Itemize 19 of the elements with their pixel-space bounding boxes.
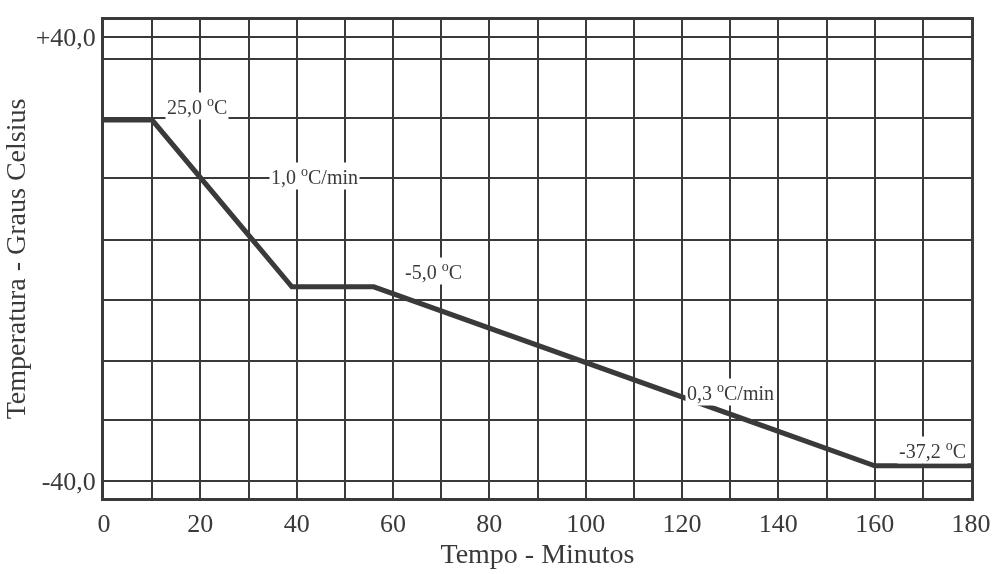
x-tick-label: 0	[97, 509, 111, 539]
annotation: 0,3 $^{o}$C/min	[687, 380, 775, 405]
annotation: 25,0 $^{o}$C	[167, 94, 228, 119]
x-tick-label: 180	[951, 509, 991, 539]
y-tick-label: -40,0	[41, 467, 96, 497]
x-tick-label: 20	[187, 509, 214, 539]
x-tick-label: 160	[855, 509, 895, 539]
annotation: -5,0 $^{o}$C	[405, 259, 463, 284]
x-axis-title: Tempo - Minutos	[440, 538, 635, 570]
x-tick-label: 40	[283, 509, 310, 539]
x-tick-label: 60	[380, 509, 406, 539]
x-tick-label: 120	[662, 509, 702, 539]
x-tick-label: 140	[758, 509, 798, 539]
x-tick-label: 100	[566, 509, 606, 539]
annotation: -37,2 $^{o}$C	[899, 438, 967, 463]
y-tick-label: +40,0	[35, 22, 96, 52]
x-tick-label: 80	[476, 509, 503, 539]
y-axis-title: Temperatura - Graus Celsius	[0, 98, 31, 420]
annotation: 1,0 $^{o}$C/min	[271, 164, 359, 189]
